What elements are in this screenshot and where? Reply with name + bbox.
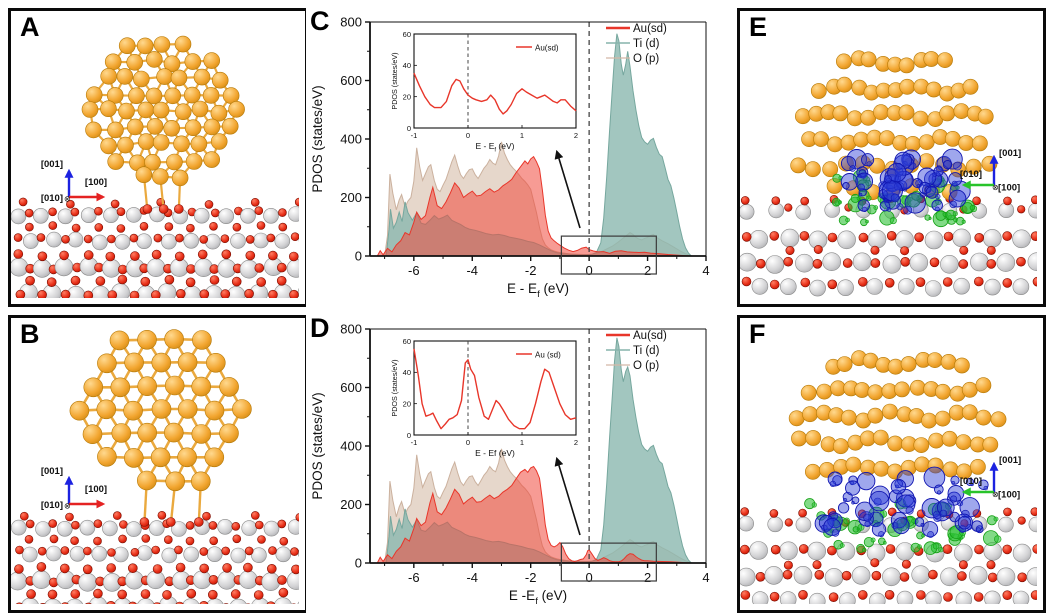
svg-text:600: 600 (340, 73, 362, 88)
svg-text:Au(sd): Au(sd) (633, 330, 667, 342)
svg-text:E - Ef (eV): E - Ef (eV) (476, 141, 515, 153)
svg-text:2: 2 (644, 263, 651, 278)
panel-d-label: D (310, 313, 330, 343)
svg-text:800: 800 (340, 15, 362, 30)
svg-text:0: 0 (586, 570, 593, 585)
svg-text:PDOS (states/eV): PDOS (states/eV) (390, 359, 399, 416)
panel-f-label: F (749, 319, 766, 349)
svg-text:[010]: [010] (41, 193, 63, 204)
svg-text:200: 200 (340, 497, 362, 512)
svg-text:Au(sd): Au(sd) (535, 44, 559, 53)
svg-text:800: 800 (340, 322, 362, 337)
svg-text:1: 1 (520, 131, 524, 140)
svg-text:[010]: [010] (960, 169, 982, 180)
svg-text:4: 4 (702, 570, 709, 585)
svg-text:E - Ef (eV): E - Ef (eV) (507, 281, 569, 300)
svg-text:[001]: [001] (999, 148, 1021, 159)
panel-b: B [001] [100] [010] ⊗ (8, 315, 308, 613)
svg-text:E - Ef (eV): E - Ef (eV) (475, 448, 515, 458)
svg-text:[100]: [100] (85, 177, 107, 188)
svg-text:600: 600 (340, 380, 362, 395)
svg-text:-2: -2 (525, 570, 537, 585)
svg-text:2: 2 (574, 131, 578, 140)
svg-text:PDOS (states/eV): PDOS (states/eV) (310, 85, 325, 192)
svg-text:0: 0 (355, 249, 362, 264)
svg-text:⊗: ⊗ (64, 502, 71, 511)
panel-b-label: B (20, 319, 40, 349)
svg-text:-4: -4 (466, 263, 478, 278)
svg-text:⊗: ⊗ (64, 195, 71, 204)
svg-text:200: 200 (340, 190, 362, 205)
svg-text:-2: -2 (525, 263, 537, 278)
svg-text:O (p): O (p) (633, 53, 659, 65)
panel-a-label: A (20, 12, 40, 42)
svg-text:0: 0 (355, 556, 362, 571)
svg-text:[100]: [100] (998, 490, 1020, 501)
svg-text:E -Ef (eV): E -Ef (eV) (509, 588, 567, 607)
svg-text:20: 20 (403, 92, 411, 101)
svg-text:2: 2 (574, 438, 578, 447)
svg-text:-1: -1 (411, 131, 418, 140)
svg-text:-1: -1 (411, 438, 418, 447)
panel-f: F [001] [010] ⊗ [100] (737, 315, 1046, 613)
svg-text:Au (sd): Au (sd) (535, 351, 561, 360)
svg-text:⊗: ⊗ (992, 490, 999, 499)
svg-text:4: 4 (702, 263, 709, 278)
svg-text:2: 2 (644, 570, 651, 585)
svg-text:60: 60 (403, 30, 411, 39)
panel-c-label: C (310, 6, 330, 36)
svg-text:0: 0 (466, 438, 470, 447)
svg-text:1: 1 (520, 438, 524, 447)
svg-text:-6: -6 (408, 263, 420, 278)
svg-text:[001]: [001] (999, 455, 1021, 466)
svg-text:20: 20 (403, 399, 411, 408)
svg-text:0: 0 (407, 124, 411, 133)
panel-e-charge-density-structure: [001] [010] ⊗ [100] (740, 50, 1037, 297)
svg-text:[001]: [001] (41, 466, 63, 477)
panel-c: C -6 -4 -2 0 2 4 0 200 400 600 800 E - Ef (eV) PDOS … (306, 4, 718, 308)
svg-text:O (p): O (p) (633, 360, 659, 372)
svg-text:[010]: [010] (960, 476, 982, 487)
svg-text:60: 60 (403, 337, 411, 346)
svg-text:[100]: [100] (998, 183, 1020, 194)
svg-text:-6: -6 (408, 570, 420, 585)
panel-a: A [001] [100] [010] ⊗ (8, 8, 308, 307)
svg-text:400: 400 (340, 132, 362, 147)
svg-text:0: 0 (466, 131, 470, 140)
svg-text:⊗: ⊗ (992, 183, 999, 192)
svg-text:40: 40 (403, 61, 411, 70)
svg-text:Au(sd): Au(sd) (633, 23, 667, 35)
svg-text:[010]: [010] (41, 500, 63, 511)
svg-text:PDOS (states/eV): PDOS (states/eV) (310, 392, 325, 499)
panel-e-label: E (749, 12, 768, 42)
svg-text:[001]: [001] (41, 159, 63, 170)
svg-text:0: 0 (586, 263, 593, 278)
panel-e: E [001] [010] ⊗ [100] (737, 8, 1046, 307)
panel-f-charge-density-structure: [001] [010] ⊗ [100] (740, 350, 1037, 604)
svg-text:Ti (d): Ti (d) (633, 345, 660, 357)
panel-a-structure-au-cluster-on-tio2: [001] [100] [010] ⊗ (11, 35, 299, 298)
svg-text:40: 40 (403, 368, 411, 377)
svg-text:400: 400 (340, 439, 362, 454)
svg-text:PDOS (states/eV): PDOS (states/eV) (390, 52, 399, 109)
svg-text:0: 0 (407, 431, 411, 440)
panel-b-structure-au-cluster-on-tio2: [001] [100] [010] ⊗ (11, 329, 299, 604)
svg-text:-4: -4 (466, 570, 478, 585)
svg-text:[100]: [100] (85, 484, 107, 495)
panel-d: D -6 -4 -2 0 2 4 0 200 400 600 800 E -Ef (eV) PDOS (… (306, 311, 718, 613)
svg-text:Ti (d): Ti (d) (633, 38, 660, 50)
